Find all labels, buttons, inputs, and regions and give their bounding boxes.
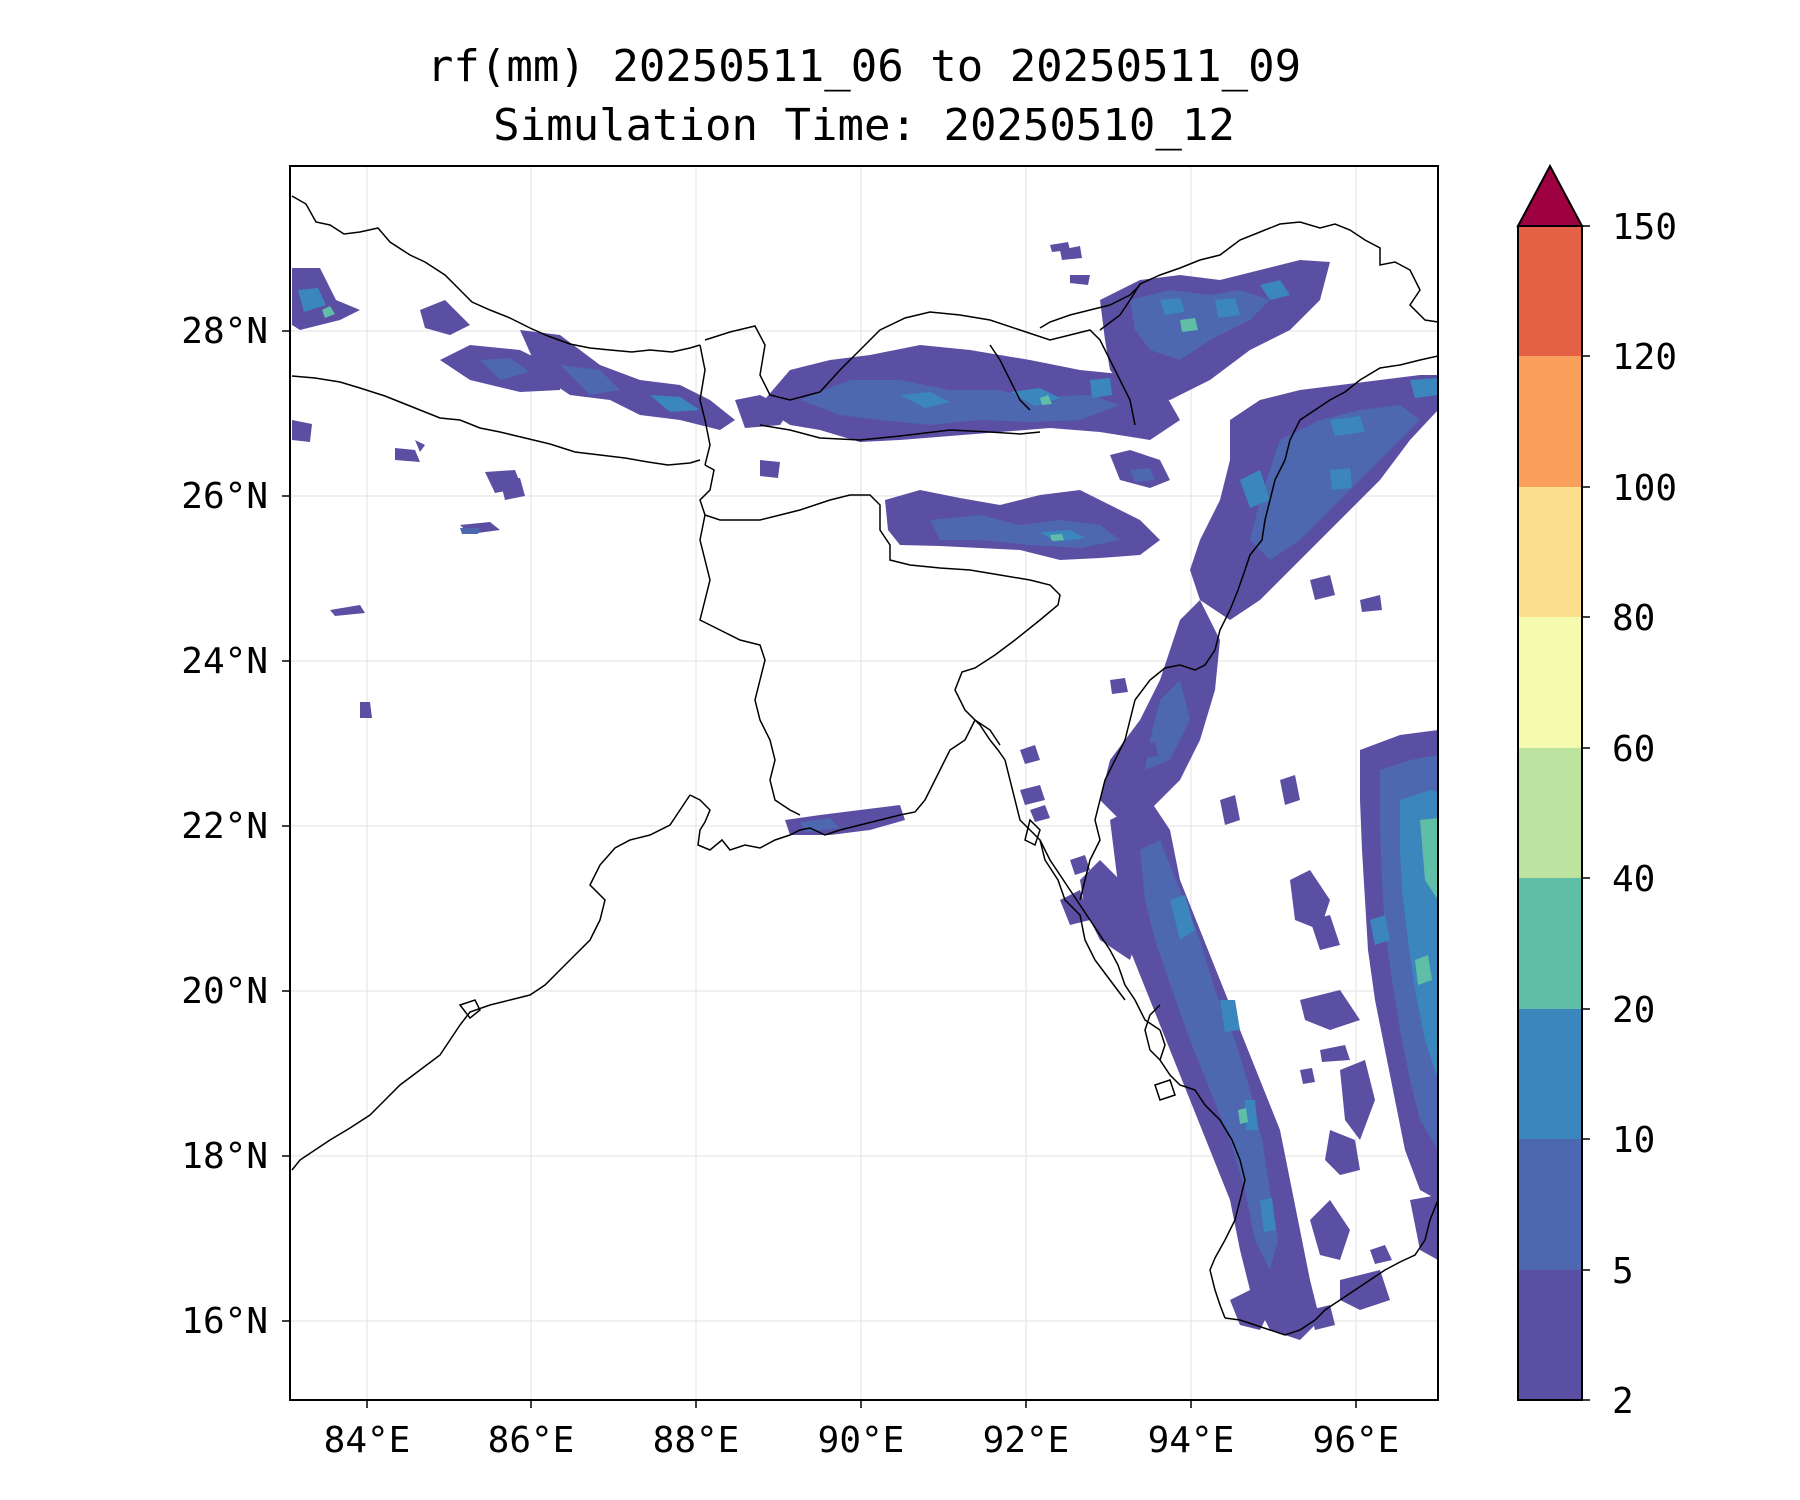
colorbar-segment bbox=[1518, 487, 1582, 617]
colorbar: 2 5 10 20 40 60 80 100 120 150 bbox=[1516, 163, 1677, 1422]
colorbar-tick-label: 20 bbox=[1612, 990, 1655, 1031]
arunachal-north-border bbox=[1099, 221, 1439, 331]
colorbar-tick-label: 60 bbox=[1612, 729, 1655, 770]
arakan-coast-b bbox=[1079, 904, 1161, 1031]
lat-tick-label: 22°N bbox=[181, 806, 268, 847]
chilika-lake bbox=[458, 999, 481, 1020]
coastal-island bbox=[1024, 818, 1041, 847]
india-east-coast bbox=[291, 794, 691, 1171]
map-frame bbox=[289, 165, 1439, 1401]
colorbar-segment bbox=[1518, 878, 1582, 1009]
colorbar-frame bbox=[1517, 225, 1583, 1401]
colorbar-segment bbox=[1518, 1009, 1582, 1139]
colorbar-segment bbox=[1518, 1139, 1582, 1270]
colorbar-tick-label: 120 bbox=[1612, 337, 1677, 378]
chittagong-north bbox=[929, 719, 976, 791]
arakan-coast-a bbox=[1039, 839, 1081, 906]
bhutan-east-edge bbox=[1039, 284, 1141, 329]
bangladesh-chittagong-coast bbox=[1029, 829, 1126, 1001]
colorbar-tick-label: 100 bbox=[1612, 468, 1677, 509]
lon-tick-label: 84°E bbox=[324, 1420, 411, 1461]
lat-tick-label: 28°N bbox=[181, 311, 268, 352]
lon-tick-label: 90°E bbox=[818, 1420, 905, 1461]
colorbar-segment bbox=[1518, 617, 1582, 748]
lat-tick-label: 24°N bbox=[181, 641, 268, 682]
nepal-north-border bbox=[291, 195, 701, 353]
myanmar-coast-b bbox=[1224, 1199, 1439, 1336]
mizoram-border bbox=[1079, 699, 1136, 901]
colorbar-tick-label: 10 bbox=[1612, 1120, 1655, 1161]
myanmar-coast-a bbox=[1159, 1029, 1246, 1319]
rainfall-contours bbox=[292, 242, 1438, 1340]
ramree-island bbox=[1144, 1004, 1161, 1061]
colorbar-tick-label: 40 bbox=[1612, 859, 1655, 900]
lon-tick-label: 96°E bbox=[1313, 1420, 1400, 1461]
lat-tick-label: 26°N bbox=[181, 476, 268, 517]
map-title-line2: Simulation Time: 20250510_12 bbox=[493, 100, 1235, 151]
colorbar-tick-label: 80 bbox=[1612, 598, 1655, 639]
map-title-line1: rf(mm) 20250511_06 to 20250511_09 bbox=[426, 41, 1302, 92]
colorbar-segment bbox=[1518, 356, 1582, 487]
map-boundaries bbox=[291, 195, 1439, 1336]
bhutan-south-border bbox=[759, 424, 1041, 441]
bangladesh-east-lower bbox=[1004, 759, 1031, 831]
lon-tick-label: 94°E bbox=[1148, 1420, 1235, 1461]
colorbar-segment bbox=[1518, 226, 1582, 356]
tibet-border bbox=[704, 311, 1136, 426]
west-bengal-border bbox=[699, 514, 801, 816]
nepal-south-border bbox=[291, 375, 701, 466]
bangladesh-delta-coast bbox=[689, 789, 931, 851]
lon-tick-label: 86°E bbox=[488, 1420, 575, 1461]
colorbar-tick-label: 150 bbox=[1612, 207, 1677, 248]
lat-tick-label: 18°N bbox=[181, 1136, 268, 1177]
lon-tick-label: 92°E bbox=[983, 1420, 1070, 1461]
cheduba-island bbox=[1154, 1079, 1176, 1101]
myanmar-india-border bbox=[1134, 355, 1439, 701]
sikkim-border bbox=[699, 344, 711, 466]
colorbar-segment bbox=[1518, 748, 1582, 878]
lon-ticks bbox=[366, 1400, 1357, 1408]
lat-tick-label: 16°N bbox=[181, 1301, 268, 1342]
bhutan-east-border bbox=[989, 344, 1031, 411]
lat-ticks bbox=[282, 330, 290, 1322]
lon-tick-label: 88°E bbox=[653, 1420, 740, 1461]
chittagong-hill bbox=[974, 719, 1001, 746]
bangladesh-north-border bbox=[699, 464, 1061, 761]
colorbar-tick-label: 5 bbox=[1612, 1251, 1634, 1292]
colorbar-extend-arrow bbox=[1516, 163, 1584, 227]
colorbar-tick-label: 2 bbox=[1612, 1381, 1634, 1422]
lat-tick-label: 20°N bbox=[181, 971, 268, 1012]
colorbar-segment bbox=[1518, 1270, 1582, 1400]
